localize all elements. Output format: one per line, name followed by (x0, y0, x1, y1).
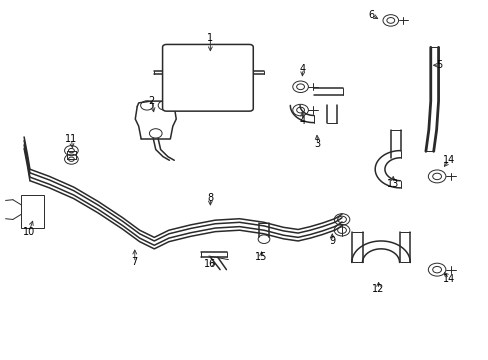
Text: 10: 10 (23, 227, 35, 237)
FancyBboxPatch shape (20, 195, 44, 228)
Text: 3: 3 (314, 139, 320, 149)
Text: 7: 7 (131, 257, 138, 267)
Text: 11: 11 (65, 134, 78, 144)
Text: 15: 15 (255, 252, 267, 262)
Text: 13: 13 (386, 179, 399, 189)
Text: 14: 14 (442, 155, 454, 165)
Text: 12: 12 (372, 284, 384, 294)
Text: 14: 14 (442, 274, 454, 284)
Text: 2: 2 (148, 96, 155, 106)
Text: 9: 9 (328, 236, 335, 246)
Text: 16: 16 (204, 259, 216, 269)
Text: 4: 4 (299, 64, 305, 74)
Text: 4: 4 (299, 116, 305, 126)
FancyBboxPatch shape (162, 44, 253, 111)
Text: 5: 5 (435, 60, 442, 70)
Text: 8: 8 (207, 193, 213, 203)
Text: 6: 6 (367, 10, 374, 20)
Text: 1: 1 (207, 33, 213, 43)
